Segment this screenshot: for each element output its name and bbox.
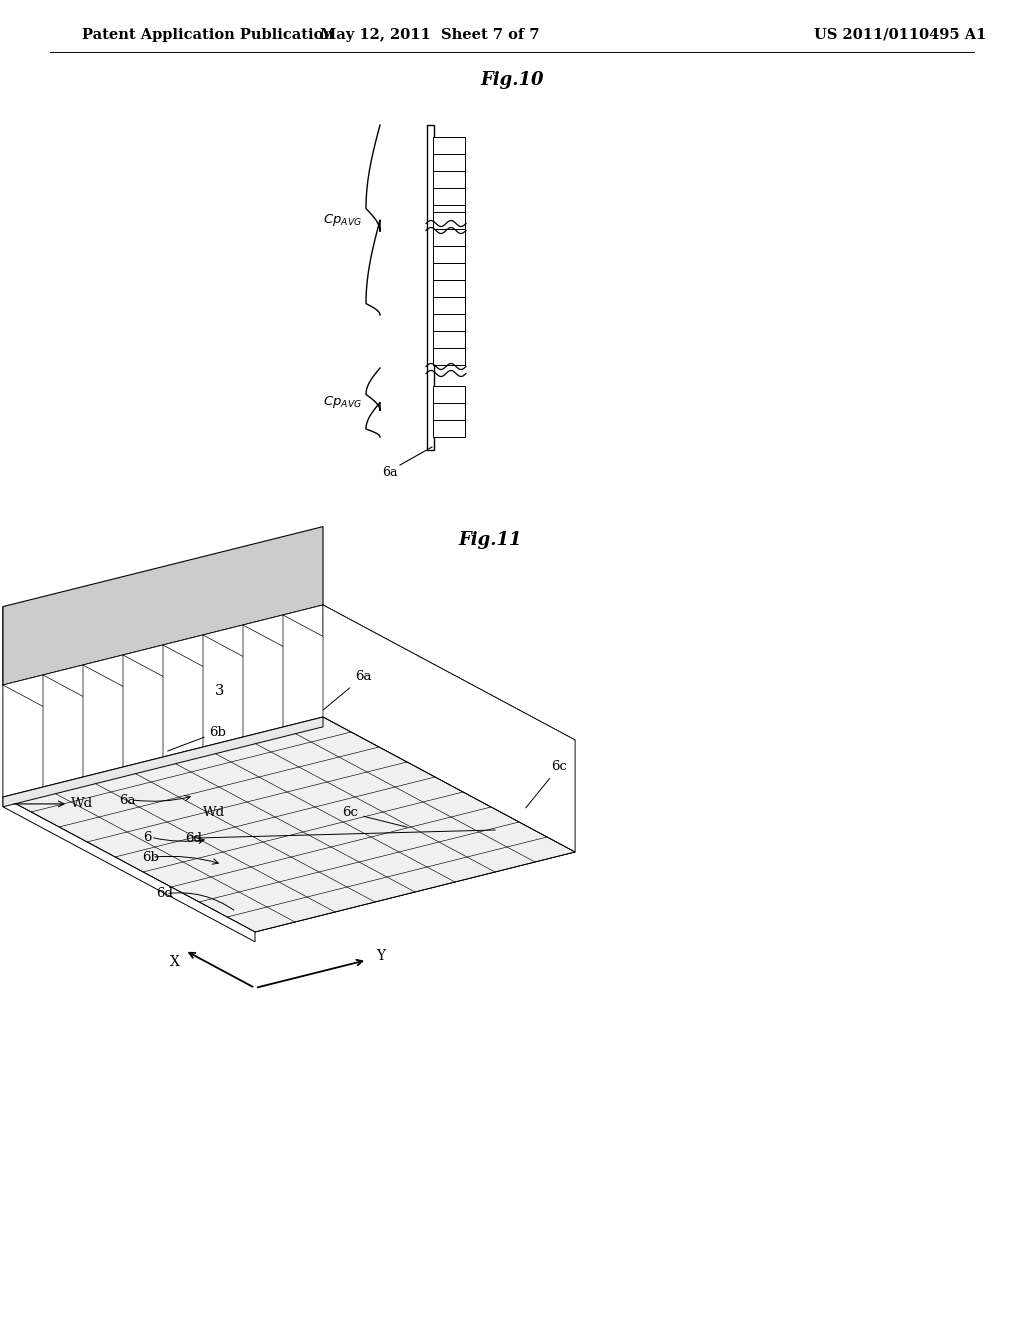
Polygon shape	[255, 741, 575, 932]
Text: 6b: 6b	[142, 850, 159, 863]
Text: Wd: Wd	[71, 797, 93, 810]
Polygon shape	[243, 624, 495, 873]
Polygon shape	[115, 665, 435, 857]
Bar	[433, 280, 465, 297]
Text: US 2011/0110495 A1: US 2011/0110495 A1	[814, 28, 986, 42]
Bar	[433, 205, 465, 222]
Polygon shape	[31, 620, 351, 812]
Polygon shape	[3, 605, 575, 820]
Text: $Cp_{AVG}$: $Cp_{AVG}$	[323, 395, 362, 411]
Polygon shape	[3, 717, 575, 932]
Bar	[433, 314, 465, 331]
Polygon shape	[163, 645, 415, 892]
Polygon shape	[3, 717, 323, 807]
Bar	[433, 213, 465, 228]
Polygon shape	[143, 680, 463, 873]
Text: 6d: 6d	[185, 832, 202, 845]
Polygon shape	[43, 675, 295, 921]
Polygon shape	[3, 607, 255, 820]
Bar	[427, 125, 434, 450]
Bar	[433, 420, 465, 437]
Text: 6a: 6a	[324, 671, 372, 710]
Bar	[433, 137, 465, 154]
Polygon shape	[59, 635, 379, 828]
Bar	[433, 172, 465, 187]
Bar	[433, 228, 465, 246]
Bar	[433, 403, 465, 420]
Text: 3: 3	[215, 685, 224, 698]
Text: X: X	[170, 956, 180, 969]
Bar	[433, 297, 465, 314]
Polygon shape	[123, 655, 375, 902]
Text: 6c: 6c	[525, 760, 567, 808]
Text: Y: Y	[377, 949, 386, 964]
Text: 6: 6	[143, 830, 152, 843]
Text: Patent Application Publication: Patent Application Publication	[82, 28, 334, 42]
Polygon shape	[3, 797, 255, 941]
Polygon shape	[3, 685, 255, 932]
Bar	[433, 348, 465, 366]
Text: May 12, 2011  Sheet 7 of 7: May 12, 2011 Sheet 7 of 7	[321, 28, 540, 42]
Polygon shape	[203, 635, 455, 882]
Polygon shape	[199, 710, 519, 902]
Bar	[433, 385, 465, 403]
Text: $Cp_{AVG}$: $Cp_{AVG}$	[323, 213, 362, 228]
Bar	[433, 331, 465, 348]
Text: 6b: 6b	[168, 726, 226, 751]
Polygon shape	[3, 605, 323, 797]
Polygon shape	[171, 696, 490, 887]
Bar	[433, 263, 465, 280]
Polygon shape	[283, 615, 535, 862]
Text: Fig.10: Fig.10	[480, 71, 544, 88]
Bar	[433, 246, 465, 263]
Text: Wd: Wd	[203, 807, 225, 820]
Text: Fig.11: Fig.11	[459, 531, 522, 549]
Text: 6c: 6c	[342, 807, 408, 828]
Text: 6a: 6a	[119, 795, 135, 808]
Bar	[433, 187, 465, 205]
Bar	[433, 154, 465, 172]
Polygon shape	[323, 605, 575, 851]
Text: 6d: 6d	[156, 887, 173, 900]
Polygon shape	[83, 665, 335, 912]
Polygon shape	[87, 649, 407, 842]
Text: 6a: 6a	[383, 466, 398, 479]
Polygon shape	[227, 725, 547, 917]
Polygon shape	[3, 527, 323, 685]
